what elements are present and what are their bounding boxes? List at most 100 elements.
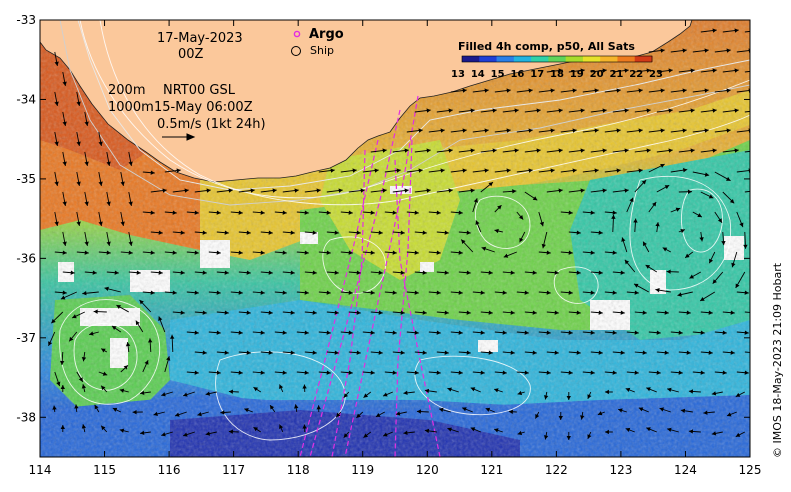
current-arrow — [208, 210, 221, 215]
current-arrow — [656, 148, 673, 153]
current-arrow — [424, 388, 437, 394]
current-arrow — [384, 250, 397, 255]
colorbar-swatch — [513, 56, 532, 62]
current-arrow — [335, 411, 342, 418]
current-arrow — [60, 291, 77, 300]
current-arrow — [343, 391, 350, 398]
current-arrow — [205, 391, 217, 396]
current-arrow — [494, 204, 502, 213]
current-arrow — [645, 264, 658, 273]
current-arrow — [98, 131, 103, 146]
current-arrow — [316, 405, 321, 413]
current-arrow — [688, 429, 701, 434]
current-arrow — [326, 270, 339, 275]
colorbar-label: 16 — [510, 69, 524, 80]
current-arrow — [216, 270, 229, 275]
current-arrow — [524, 310, 537, 315]
gsl-contours — [59, 20, 750, 441]
current-arrow — [414, 188, 431, 193]
current-arrow — [414, 350, 427, 355]
current-arrow — [560, 250, 573, 255]
current-arrow — [356, 411, 364, 419]
x-tick-label: 116 — [158, 463, 181, 477]
current-arrow — [516, 211, 524, 220]
current-arrow — [318, 370, 331, 375]
current-arrow — [375, 411, 386, 418]
current-arrow — [164, 290, 177, 295]
current-arrow — [655, 222, 660, 233]
current-arrow — [612, 108, 629, 113]
current-arrow — [744, 110, 750, 113]
current-arrow — [524, 270, 537, 275]
current-arrow — [722, 148, 739, 153]
current-arrow — [670, 88, 687, 93]
current-arrow — [81, 351, 87, 362]
current-arrow — [182, 391, 195, 397]
current-arrow — [744, 351, 750, 353]
current-arrow — [392, 188, 409, 193]
current-arrow — [472, 88, 489, 93]
current-arrow — [370, 270, 383, 275]
current-arrow — [502, 310, 515, 315]
current-arrow — [580, 411, 585, 420]
current-arrow — [680, 408, 693, 413]
current-arrow — [296, 210, 309, 215]
current-arrow — [194, 350, 207, 355]
current-arrow — [634, 350, 647, 355]
current-arrow — [480, 270, 493, 275]
current-arrow — [618, 408, 627, 413]
current-arrow — [470, 427, 481, 433]
current-arrow — [326, 310, 339, 315]
current-arrow — [722, 350, 735, 355]
current-arrow — [582, 88, 599, 93]
current-arrow — [494, 128, 511, 133]
current-arrow — [392, 310, 405, 315]
current-arrow — [142, 170, 155, 175]
current-arrow — [744, 30, 750, 33]
current-arrow — [546, 108, 563, 113]
current-arrow — [135, 320, 144, 333]
current-arrow — [560, 290, 573, 295]
current-arrow — [450, 330, 463, 335]
current-arrow — [450, 128, 467, 133]
current-arrow — [304, 188, 321, 193]
colorbar-swatch — [582, 56, 601, 62]
contour-1000m — [59, 20, 750, 206]
current-arrow — [382, 431, 393, 437]
current-arrow — [54, 250, 67, 255]
current-arrow — [648, 330, 661, 335]
current-arrow — [106, 270, 119, 275]
current-arrow — [722, 68, 739, 73]
current-arrow — [279, 384, 284, 393]
current-arrow — [524, 148, 541, 153]
current-arrow — [296, 290, 309, 295]
current-arrow — [142, 210, 155, 215]
current-arrow — [590, 310, 603, 315]
current-arrow — [590, 188, 607, 193]
current-arrow — [472, 370, 485, 375]
x-tick-label: 118 — [287, 463, 310, 477]
current-arrow — [502, 189, 517, 194]
current-arrow — [535, 411, 540, 419]
current-arrow — [699, 291, 716, 302]
current-arrow — [340, 290, 353, 295]
current-arrow — [326, 188, 343, 193]
colorbar-label: 13 — [451, 69, 465, 80]
current-arrow — [646, 427, 657, 433]
current-arrow — [626, 168, 643, 173]
current-arrow — [692, 370, 705, 375]
current-arrow — [538, 211, 544, 227]
current-arrow — [142, 360, 149, 373]
current-arrow — [363, 391, 372, 398]
y-tick-label: -35 — [16, 172, 36, 186]
current-arrow — [450, 250, 463, 255]
y-axis: -33 -34 -35 -36 -37 -38 — [16, 13, 750, 424]
current-arrow — [348, 188, 365, 193]
current-arrow — [735, 271, 746, 289]
current-arrow — [76, 250, 89, 255]
current-arrow — [140, 430, 151, 436]
current-arrow — [116, 304, 130, 313]
current-arrow — [186, 330, 199, 335]
current-arrow — [186, 370, 199, 375]
current-arrow — [150, 188, 167, 193]
